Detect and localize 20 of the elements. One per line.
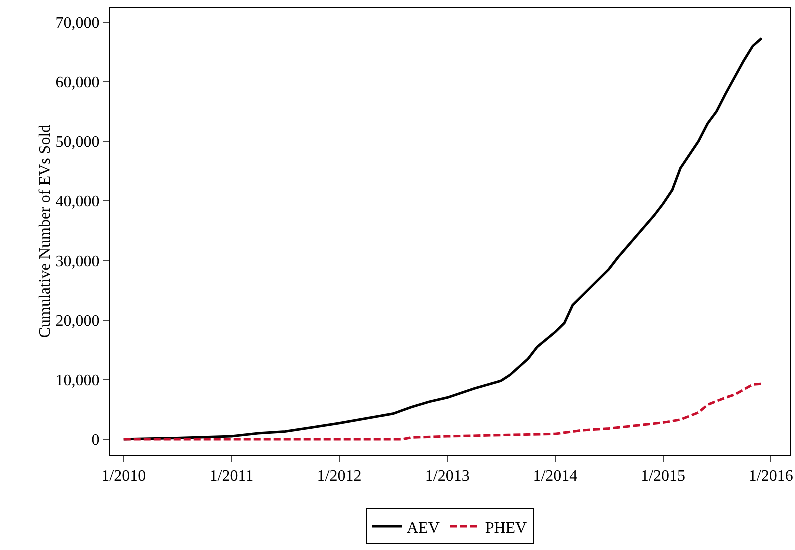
line-series	[122, 382, 764, 441]
y-tick-label: 20,000	[56, 312, 100, 330]
line-series	[122, 37, 764, 441]
legend-label: AEV	[407, 520, 440, 537]
legend-label: PHEV	[485, 520, 528, 537]
y-tick-label: 60,000	[56, 74, 100, 92]
y-tick-label: 40,000	[56, 194, 100, 211]
y-axis-title: Cumulative Number of EVs Sold	[36, 124, 54, 338]
y-tick-label: 50,000	[56, 134, 100, 152]
y-tick-label: 30,000	[56, 253, 100, 270]
x-tick-label: 1/2010	[102, 468, 146, 486]
x-tick-label: 1/2011	[210, 468, 254, 486]
x-tick-label: 1/2015	[641, 468, 686, 486]
y-tick-label: 0	[92, 432, 100, 450]
x-tick-label: 1/2013	[425, 468, 470, 486]
y-tick-label: 70,000	[56, 14, 100, 32]
x-tick-label: 1/2012	[317, 468, 362, 486]
x-tick-label: 1/2014	[533, 468, 578, 486]
y-tick-label: 10,000	[56, 372, 100, 390]
x-tick-label: 1/2016	[748, 468, 794, 486]
